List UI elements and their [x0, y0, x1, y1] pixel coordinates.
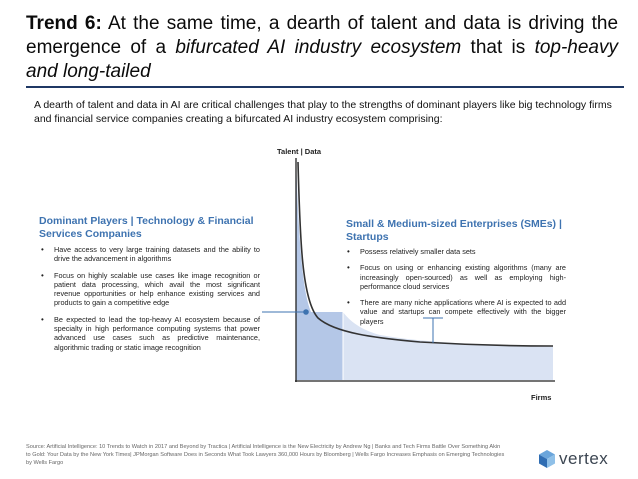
left-panel-title: Dominant Players | Technology & Financia…: [39, 215, 254, 240]
slide-title: Trend 6: At the same time, a dearth of t…: [26, 12, 618, 84]
list-item: Have access to very large training datas…: [40, 245, 260, 264]
intro-text: A dearth of talent and data in AI are cr…: [34, 99, 612, 125]
right-panel-title: Small & Medium-sized Enterprises (SMEs) …: [346, 218, 562, 243]
list-item: Be expected to lead the top-heavy AI eco…: [40, 315, 260, 352]
list-item: There are many niche applications where …: [346, 298, 566, 326]
left-connector-dot: [303, 309, 309, 315]
source-footnote: Source: Artificial Intelligence: 10 Tren…: [26, 444, 505, 466]
title-emphasis-2: top-heavy and long-tailed: [26, 37, 619, 82]
list-item: Possess relatively smaller data sets: [346, 247, 566, 257]
y-axis-label: Talent | Data: [277, 147, 322, 156]
list-item: Focus on highly scalable use cases like …: [40, 271, 260, 308]
dominant-players-area: [296, 160, 343, 380]
x-axis-label: Firms: [531, 393, 552, 402]
title-divider: [26, 86, 624, 88]
right-panel-bullets: Possess relatively smaller data sets Foc…: [346, 247, 566, 333]
left-panel-bullets: Have access to very large training datas…: [40, 245, 260, 359]
vertex-cube-icon: [539, 450, 555, 468]
list-item: Focus on using or enhancing existing alg…: [346, 263, 566, 291]
talent-curve: [297, 161, 554, 347]
title-emphasis-1: bifurcated AI industry ecosystem: [175, 37, 462, 58]
title-prefix: Trend 6:: [26, 13, 102, 34]
vertex-logo: vertex: [538, 448, 628, 470]
logo-text: vertex: [559, 449, 609, 468]
title-text-1: At the same time, a dearth of talent and…: [26, 13, 619, 58]
title-text-2: that is: [461, 37, 535, 58]
sme-area: [343, 312, 553, 380]
